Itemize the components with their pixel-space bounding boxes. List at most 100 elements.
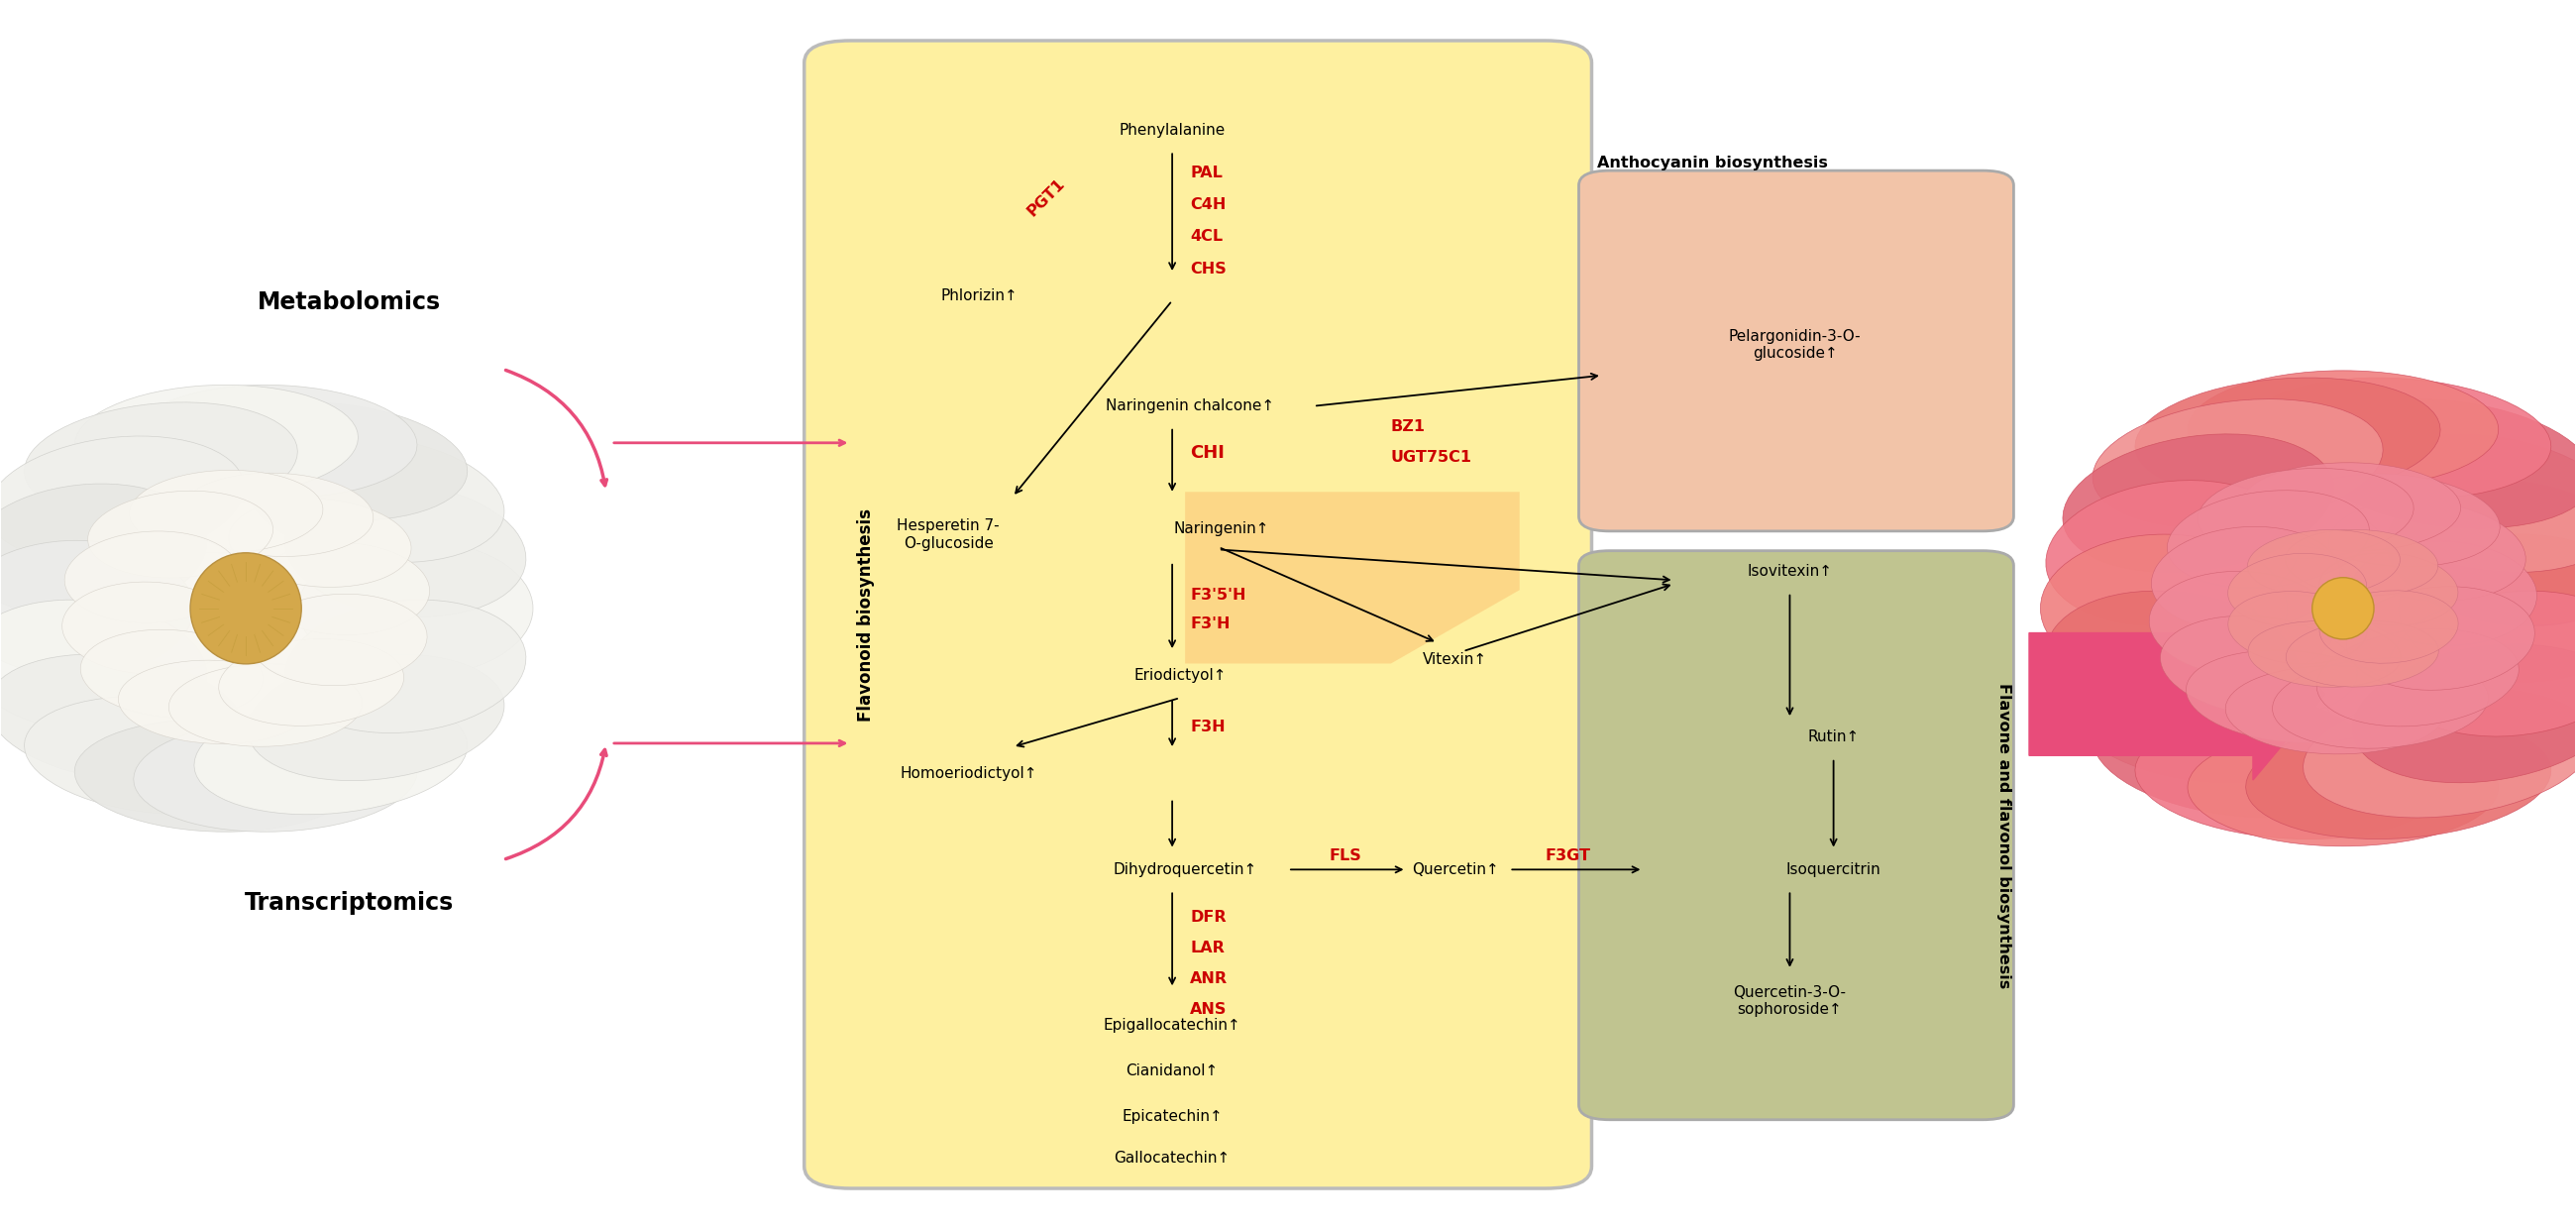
Ellipse shape xyxy=(2092,688,2383,817)
Ellipse shape xyxy=(62,581,237,673)
Ellipse shape xyxy=(2316,629,2519,726)
Ellipse shape xyxy=(2241,462,2460,551)
Text: Dihydroquercetin↑: Dihydroquercetin↑ xyxy=(1113,862,1257,878)
FancyBboxPatch shape xyxy=(804,41,1592,1188)
Ellipse shape xyxy=(88,490,273,578)
Text: Epicatechin↑: Epicatechin↑ xyxy=(1121,1109,1224,1123)
Text: PAL: PAL xyxy=(1190,166,1224,181)
Ellipse shape xyxy=(2303,399,2576,528)
Ellipse shape xyxy=(23,696,296,815)
Text: Gallocatechin↑: Gallocatechin↑ xyxy=(1115,1150,1231,1165)
Ellipse shape xyxy=(2385,481,2576,626)
Text: Phlorizin↑: Phlorizin↑ xyxy=(940,289,1018,304)
Ellipse shape xyxy=(2398,535,2576,682)
Ellipse shape xyxy=(0,436,245,563)
Ellipse shape xyxy=(2285,530,2437,596)
Ellipse shape xyxy=(2249,621,2401,687)
Ellipse shape xyxy=(75,385,358,498)
Ellipse shape xyxy=(247,654,505,780)
FancyBboxPatch shape xyxy=(1579,551,2014,1120)
Text: ANR: ANR xyxy=(1190,971,1229,986)
Ellipse shape xyxy=(2347,586,2535,691)
Text: Quercetin-3-O-
sophoroside↑: Quercetin-3-O- sophoroside↑ xyxy=(1734,984,1847,1016)
Text: Hesperetin 7-
O-glucoside: Hesperetin 7- O-glucoside xyxy=(896,519,999,551)
Ellipse shape xyxy=(229,499,412,587)
Ellipse shape xyxy=(2161,616,2357,715)
Ellipse shape xyxy=(2040,535,2287,682)
Text: BZ1: BZ1 xyxy=(1391,419,1425,434)
Ellipse shape xyxy=(2385,591,2576,736)
Text: C4H: C4H xyxy=(1190,198,1226,213)
FancyBboxPatch shape xyxy=(1579,171,2014,531)
Ellipse shape xyxy=(247,436,505,563)
Ellipse shape xyxy=(80,629,263,718)
Text: F3H: F3H xyxy=(1190,720,1226,735)
Ellipse shape xyxy=(170,664,363,746)
Text: Rutin↑: Rutin↑ xyxy=(1808,730,1860,745)
Text: Flavonoid biosynthesis: Flavonoid biosynthesis xyxy=(858,508,876,721)
Ellipse shape xyxy=(2318,590,2458,664)
Ellipse shape xyxy=(2285,621,2439,687)
Text: UGT75C1: UGT75C1 xyxy=(1391,450,1471,465)
Ellipse shape xyxy=(2045,481,2300,626)
Text: F3GT: F3GT xyxy=(1546,849,1592,864)
Ellipse shape xyxy=(2136,718,2439,839)
Ellipse shape xyxy=(2287,474,2499,567)
Ellipse shape xyxy=(219,639,404,726)
Text: DFR: DFR xyxy=(1190,909,1226,924)
Ellipse shape xyxy=(2246,377,2550,499)
Ellipse shape xyxy=(2246,530,2401,596)
Text: Naringenin↑: Naringenin↑ xyxy=(1172,521,1270,536)
Ellipse shape xyxy=(2045,591,2300,736)
Text: Vitexin↑: Vitexin↑ xyxy=(1422,653,1486,667)
Ellipse shape xyxy=(2092,399,2383,528)
Ellipse shape xyxy=(134,385,417,498)
Text: Cianidanol↑: Cianidanol↑ xyxy=(1126,1063,1218,1078)
Ellipse shape xyxy=(23,402,296,521)
Text: F3'5'H: F3'5'H xyxy=(1190,587,1247,602)
Ellipse shape xyxy=(252,594,428,686)
Ellipse shape xyxy=(2136,377,2439,499)
Text: FLS: FLS xyxy=(1329,849,1363,864)
Ellipse shape xyxy=(193,696,466,815)
Ellipse shape xyxy=(75,719,358,832)
Ellipse shape xyxy=(2228,553,2367,627)
Text: 4CL: 4CL xyxy=(1190,230,1224,245)
Text: F3'H: F3'H xyxy=(1190,617,1231,632)
Ellipse shape xyxy=(0,654,245,780)
Ellipse shape xyxy=(2187,650,2398,742)
Ellipse shape xyxy=(2329,501,2524,601)
Text: Isoquercitrin: Isoquercitrin xyxy=(1785,862,1880,878)
Ellipse shape xyxy=(2226,666,2445,755)
Ellipse shape xyxy=(64,531,240,623)
FancyArrow shape xyxy=(2030,608,2326,780)
Ellipse shape xyxy=(2246,718,2550,839)
Text: Flavone and flavonol biosynthesis: Flavone and flavonol biosynthesis xyxy=(1996,682,2012,988)
Text: Naringenin chalcone↑: Naringenin chalcone↑ xyxy=(1105,398,1275,413)
Ellipse shape xyxy=(299,541,533,676)
Ellipse shape xyxy=(118,660,312,744)
Text: PGT1: PGT1 xyxy=(1025,176,1066,219)
Ellipse shape xyxy=(286,484,526,617)
Polygon shape xyxy=(1185,492,1520,664)
Ellipse shape xyxy=(2166,490,2370,587)
Ellipse shape xyxy=(0,484,206,617)
Ellipse shape xyxy=(0,600,206,732)
Ellipse shape xyxy=(2352,644,2576,783)
Ellipse shape xyxy=(2313,578,2375,639)
Ellipse shape xyxy=(193,402,466,521)
Ellipse shape xyxy=(2318,553,2458,626)
Ellipse shape xyxy=(286,600,526,732)
Ellipse shape xyxy=(2151,526,2339,630)
Ellipse shape xyxy=(134,719,417,832)
Text: Homoeriodictyol↑: Homoeriodictyol↑ xyxy=(899,767,1038,782)
Text: Quercetin↑: Quercetin↑ xyxy=(1412,862,1499,878)
Ellipse shape xyxy=(2352,434,2576,573)
Ellipse shape xyxy=(2303,688,2576,817)
Ellipse shape xyxy=(0,541,193,676)
Ellipse shape xyxy=(191,553,301,664)
Ellipse shape xyxy=(2228,591,2367,664)
Text: Eriodictyol↑: Eriodictyol↑ xyxy=(1133,669,1226,683)
Text: Pelargonidin-3-O-
glucoside↑: Pelargonidin-3-O- glucoside↑ xyxy=(1728,328,1860,361)
Text: Anthocyanin biosynthesis: Anthocyanin biosynthesis xyxy=(1597,156,1826,171)
